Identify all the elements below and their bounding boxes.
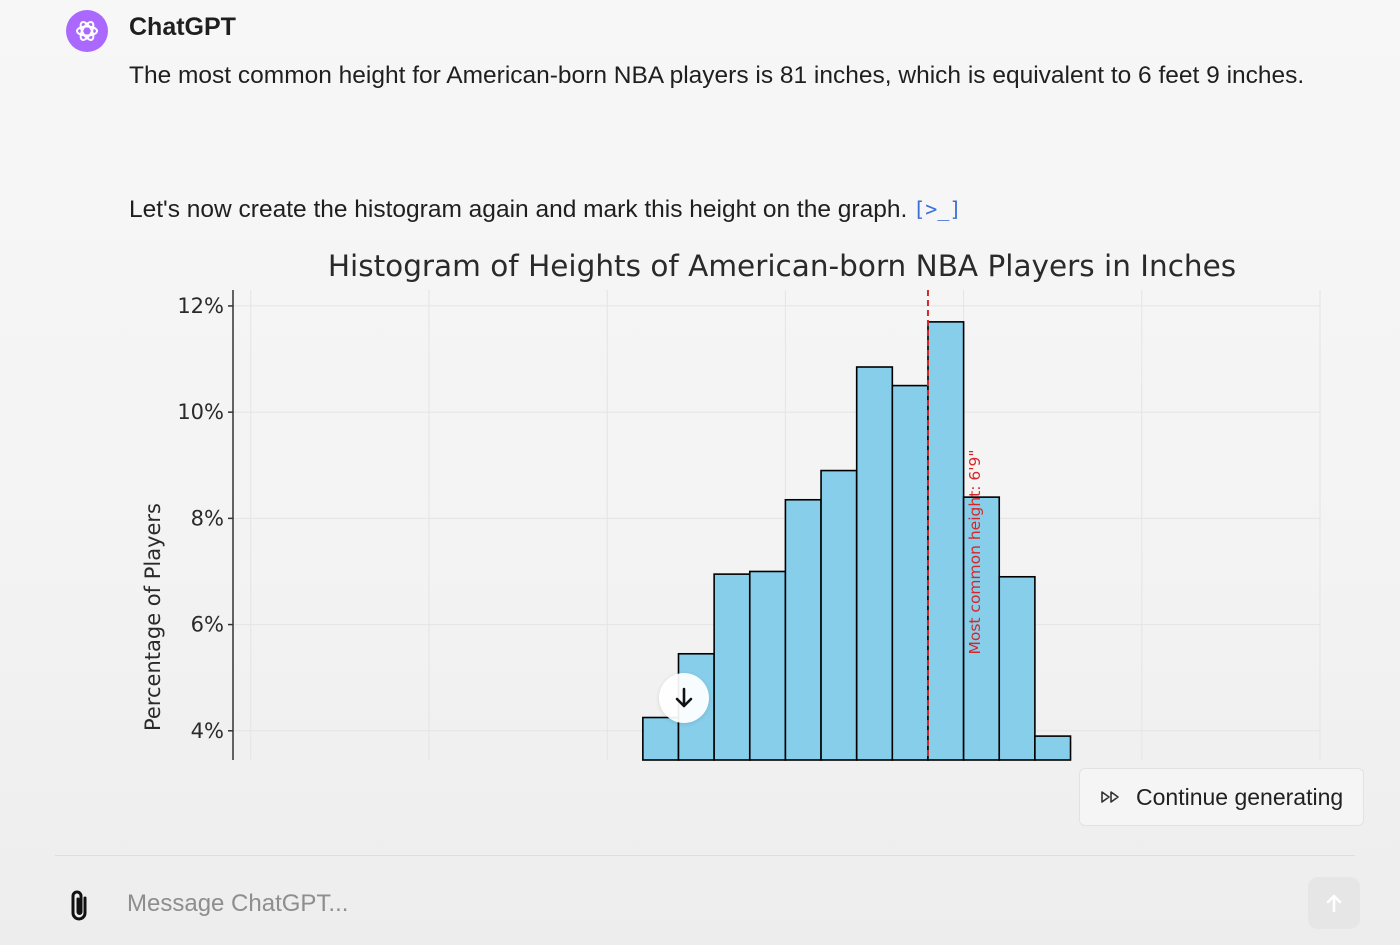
message-composer xyxy=(55,860,1365,945)
y-tick-label: 12% xyxy=(177,294,224,318)
message-paragraph-2-text: Let's now create the histogram again and… xyxy=(129,196,908,223)
openai-logo-icon xyxy=(76,21,98,41)
chart-axes: 4% 6% 8% 10% 12% xyxy=(177,290,234,760)
continue-generating-label: Continue generating xyxy=(1136,783,1344,810)
histogram-bar xyxy=(962,496,1001,761)
arrow-down-icon xyxy=(675,687,693,708)
histogram-bar xyxy=(1034,735,1072,761)
chatgpt-avatar xyxy=(66,10,108,52)
scroll-to-bottom-button[interactable] xyxy=(659,673,709,723)
author-name: ChatGPT xyxy=(129,13,236,41)
chart-title: Histogram of Heights of American-born NB… xyxy=(328,249,1236,283)
histogram-bar xyxy=(891,384,929,761)
composer-divider xyxy=(55,855,1355,856)
histogram-bar xyxy=(748,570,787,761)
y-tick-label: 4% xyxy=(191,719,224,743)
histogram-bar xyxy=(855,366,894,761)
histogram-bar xyxy=(820,469,858,761)
continue-generating-button[interactable]: Continue generating xyxy=(1079,768,1364,826)
message-input[interactable] xyxy=(127,882,1277,926)
send-arrow-icon xyxy=(1326,894,1342,913)
terminal-icon[interactable]: [>_] xyxy=(913,197,962,221)
chart-marker: Most common height: 6'9" xyxy=(926,290,984,760)
send-button[interactable] xyxy=(1308,877,1360,929)
chart-y-axis-label: Percentage of Players xyxy=(141,503,165,731)
message-paragraph-1: The most common height for American-born… xyxy=(129,62,1305,89)
most-common-height-label: Most common height: 6'9" xyxy=(966,449,984,654)
fast-forward-icon xyxy=(1100,790,1122,804)
y-tick-label: 8% xyxy=(191,506,224,530)
histogram-bar xyxy=(927,321,965,761)
histogram-bar xyxy=(784,498,822,761)
histogram-bar xyxy=(998,575,1036,761)
message-paragraph-2: Let's now create the histogram again and… xyxy=(129,185,1329,234)
chart-bars xyxy=(642,321,1072,761)
code-interpreter-link[interactable]: [>_] xyxy=(913,185,961,233)
histogram-bar xyxy=(713,573,751,761)
histogram-bar xyxy=(642,716,680,761)
y-tick-label: 10% xyxy=(177,400,224,424)
y-tick-label: 6% xyxy=(191,613,224,637)
paperclip-icon[interactable] xyxy=(65,888,95,924)
